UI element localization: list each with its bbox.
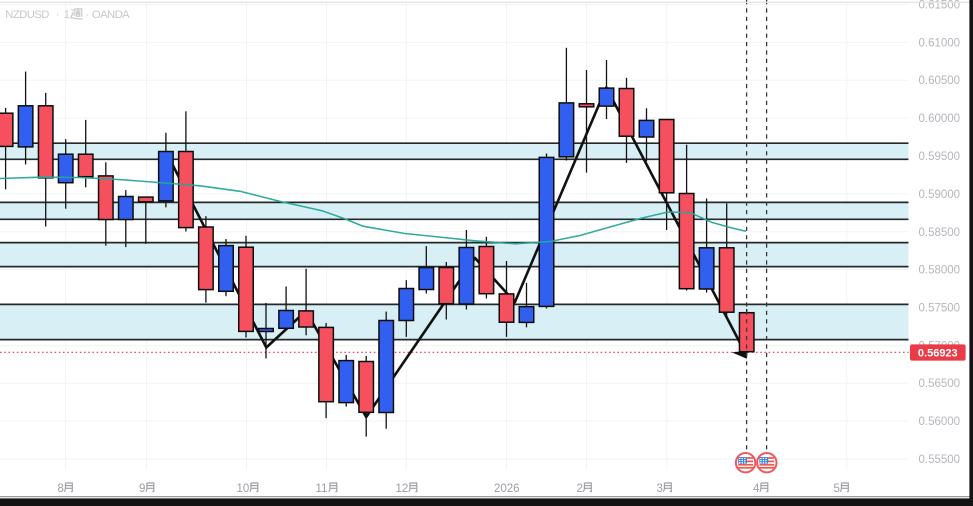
svg-text:3: 3 xyxy=(657,483,663,495)
svg-text:12: 12 xyxy=(396,483,409,495)
svg-text:0.60500: 0.60500 xyxy=(919,75,961,87)
svg-text:5: 5 xyxy=(834,483,840,495)
svg-text:OANDA: OANDA xyxy=(92,9,130,21)
svg-text:0.56923: 0.56923 xyxy=(918,348,958,360)
svg-text:8: 8 xyxy=(58,483,64,495)
svg-text:2: 2 xyxy=(577,483,583,495)
svg-text:0.56500: 0.56500 xyxy=(919,378,961,390)
svg-text:·: · xyxy=(56,9,59,21)
svg-text:2026: 2026 xyxy=(494,483,520,495)
svg-text:1: 1 xyxy=(64,9,70,21)
svg-text:0.57500: 0.57500 xyxy=(919,303,961,315)
svg-text:0.59000: 0.59000 xyxy=(919,189,961,201)
svg-text:0.61500: 0.61500 xyxy=(919,0,961,12)
svg-text:9: 9 xyxy=(139,483,145,495)
svg-text:0.59500: 0.59500 xyxy=(919,151,961,163)
svg-text:0.60000: 0.60000 xyxy=(919,113,961,125)
svg-text:10: 10 xyxy=(237,483,250,495)
svg-text:0.58500: 0.58500 xyxy=(919,227,961,239)
svg-text:0.55500: 0.55500 xyxy=(919,454,961,466)
svg-text:0.58000: 0.58000 xyxy=(919,265,961,277)
svg-text:11: 11 xyxy=(316,483,328,495)
svg-text:0.56000: 0.56000 xyxy=(919,416,961,428)
svg-text:0.61000: 0.61000 xyxy=(919,37,961,49)
svg-text:4: 4 xyxy=(753,483,760,495)
svg-text:·: · xyxy=(85,9,88,21)
svg-text:NZDUSD: NZDUSD xyxy=(5,9,49,21)
